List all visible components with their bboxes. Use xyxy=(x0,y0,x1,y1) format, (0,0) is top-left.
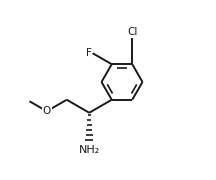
Text: NH₂: NH₂ xyxy=(79,145,100,155)
Text: O: O xyxy=(43,106,51,116)
Text: F: F xyxy=(86,48,92,58)
Text: Cl: Cl xyxy=(127,27,137,37)
